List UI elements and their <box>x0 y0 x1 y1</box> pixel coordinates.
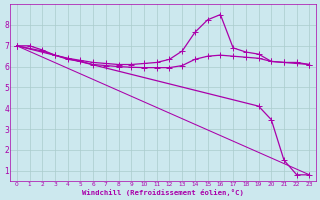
X-axis label: Windchill (Refroidissement éolien,°C): Windchill (Refroidissement éolien,°C) <box>82 189 244 196</box>
